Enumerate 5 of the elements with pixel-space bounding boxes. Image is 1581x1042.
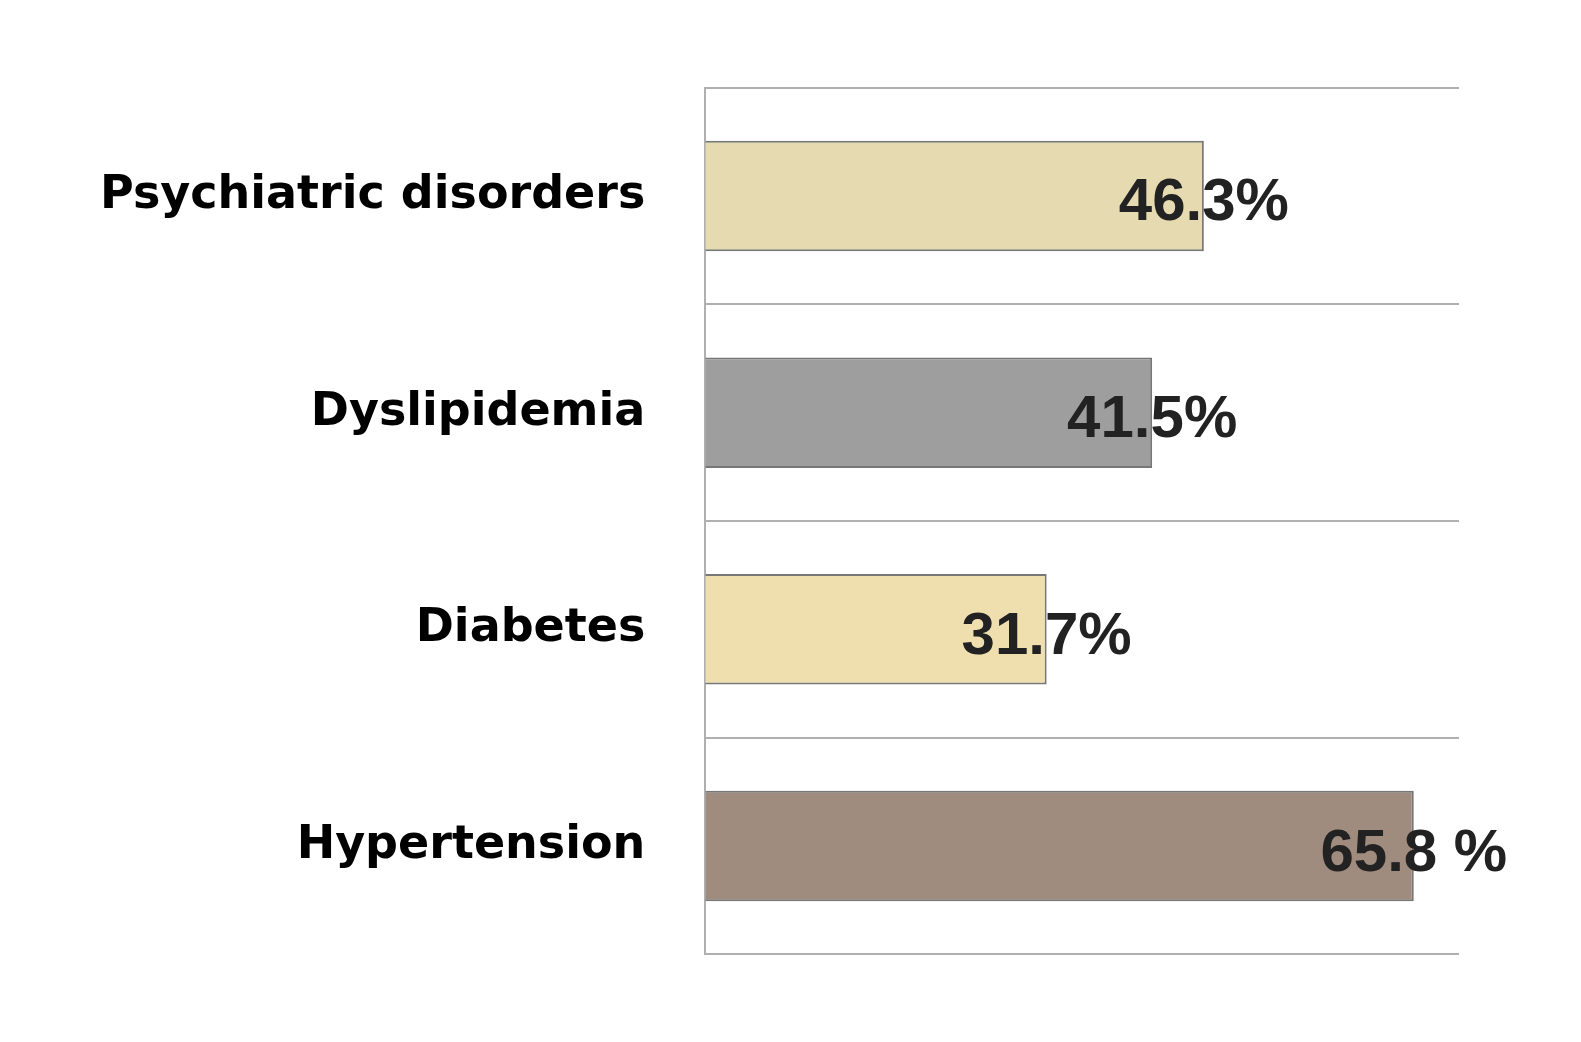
y-tick-label: Diabetes (415, 598, 646, 653)
y-tick-label: Hypertension (296, 815, 646, 869)
y-tick-label: Psychiatric disorders (100, 164, 646, 219)
data-label: 41.5% (1067, 383, 1238, 451)
y-tick-label: Dyslipidemia (310, 381, 646, 436)
